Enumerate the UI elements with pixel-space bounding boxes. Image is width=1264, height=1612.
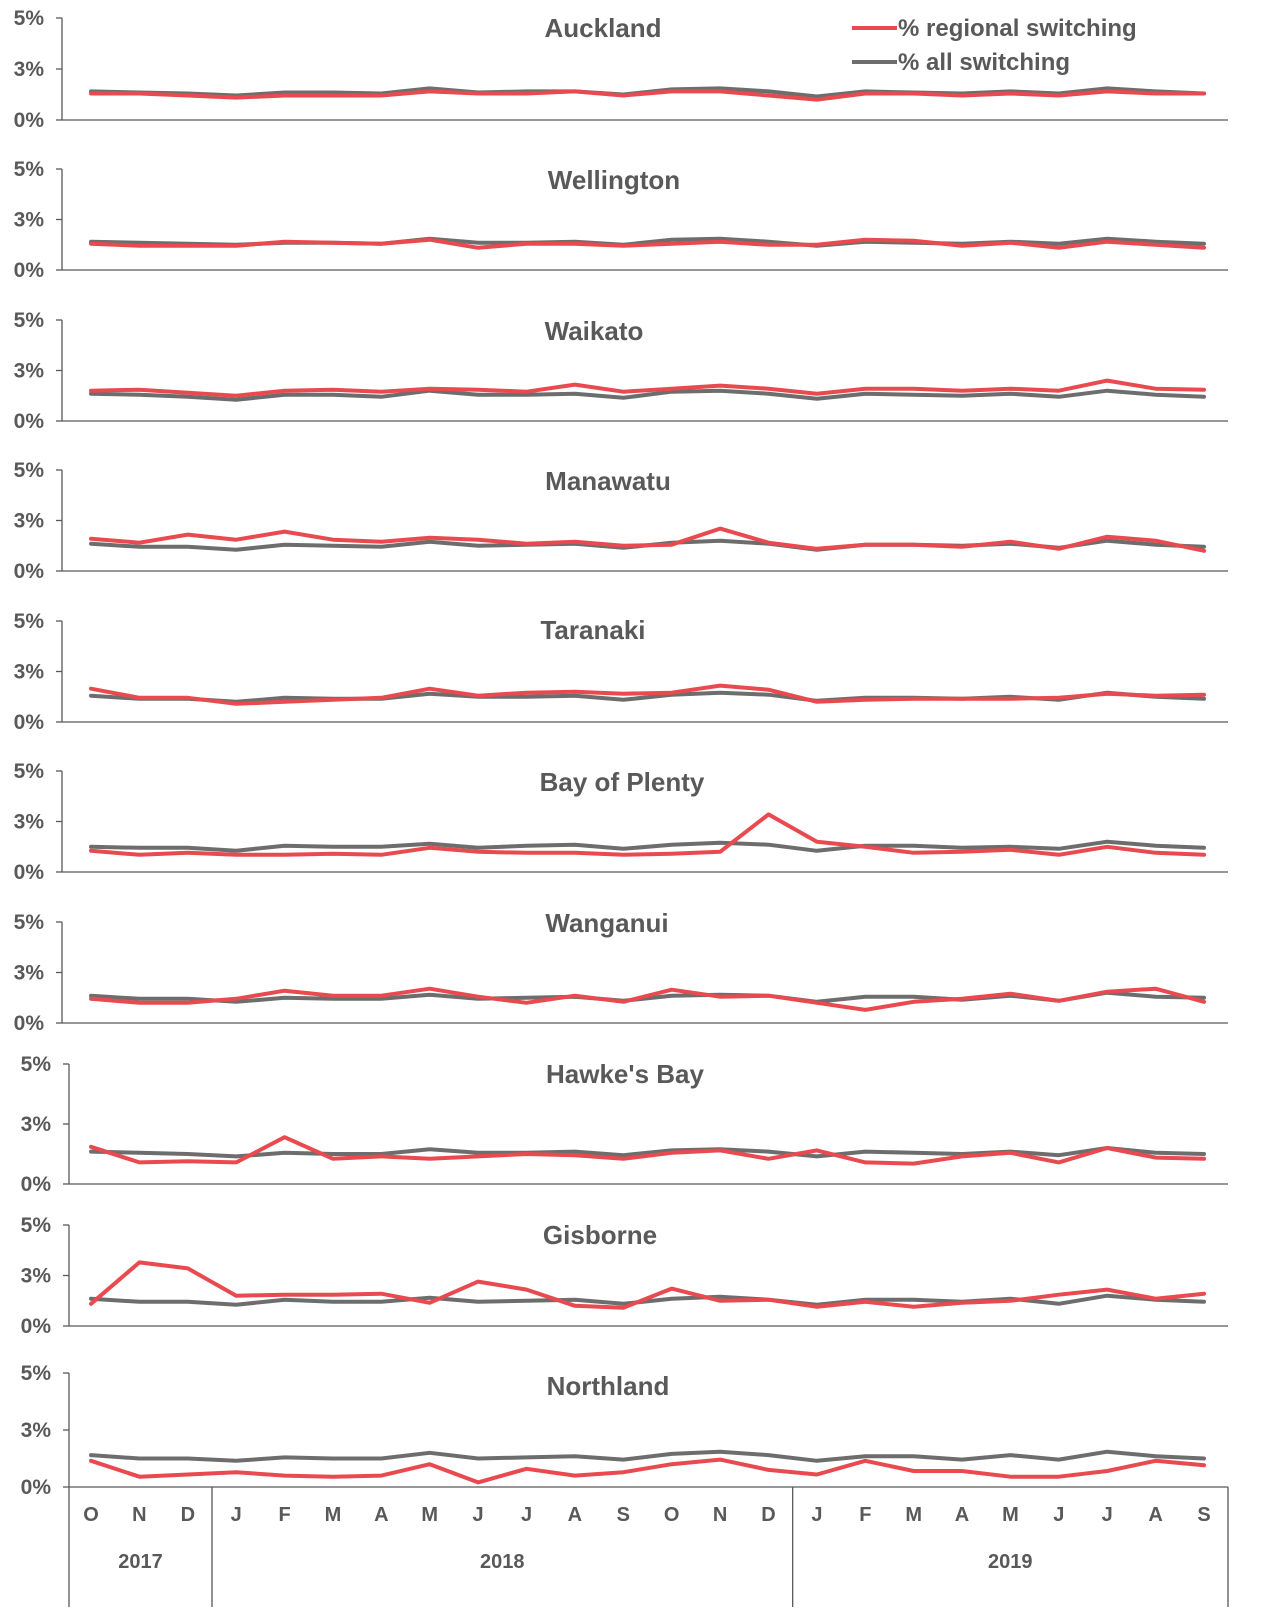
month-label: A	[1148, 1504, 1162, 1526]
y-tick-label: 3%	[14, 360, 45, 383]
y-tick-label: 5%	[21, 1053, 52, 1076]
month-label: J	[473, 1504, 484, 1526]
y-tick-label: 5%	[14, 760, 45, 783]
month-label: N	[132, 1504, 146, 1526]
y-tick-label: 0%	[14, 410, 45, 433]
regional-switching-line	[89, 1135, 1206, 1166]
regional-switching-line	[89, 986, 1206, 1012]
y-tick-label: 0%	[21, 1315, 52, 1338]
y-tick-label: 5%	[14, 911, 45, 934]
legend-label-all: % all switching	[898, 49, 1070, 76]
region-chart-manawatu: 0% 3% 5% Manawatu	[14, 459, 1228, 583]
month-label: D	[181, 1504, 195, 1526]
all-switching-line	[89, 388, 1206, 402]
region-chart-gisborne: 0% 3% 5% Gisborne	[21, 1214, 1228, 1338]
legend: % regional switching % all switching	[852, 15, 1137, 76]
month-label: M	[1002, 1504, 1019, 1526]
region-chart-waikato: 0% 3% 5% Waikato	[14, 309, 1228, 433]
year-label: 2018	[480, 1551, 525, 1573]
region-chart-wanganui: 0% 3% 5% Wanganui	[14, 908, 1228, 1035]
y-tick-label: 3%	[14, 661, 45, 684]
regional-switching-line	[89, 237, 1206, 250]
regional-switching-line	[89, 1260, 1206, 1310]
regional-switching-line	[89, 526, 1206, 553]
y-tick-label: 3%	[14, 510, 45, 533]
month-label: M	[421, 1504, 438, 1526]
year-label: 2019	[988, 1551, 1033, 1573]
y-tick-label: 0%	[14, 560, 45, 583]
y-tick-label: 5%	[21, 1362, 52, 1385]
month-label: A	[374, 1504, 388, 1526]
regional-switching-line	[89, 89, 1206, 102]
y-tick-label: 0%	[14, 861, 45, 884]
y-tick-label: 3%	[14, 58, 45, 81]
region-chart-wellington: 0% 3% 5% Wellington	[14, 158, 1228, 282]
x-axis-categories: O N D J F M A M J J A S O N D J F M A M J J A S 2017 2018 2019	[68, 1487, 1229, 1607]
chart-title: Hawke's Bay	[546, 1059, 704, 1089]
region-chart-hawke-s-bay: 0% 3% 5% Hawke's Bay	[21, 1053, 1228, 1196]
y-tick-label: 5%	[21, 1214, 52, 1237]
region-chart-auckland: 0% 3% 5% Auckland	[14, 7, 1228, 132]
y-tick-label: 3%	[21, 1113, 52, 1136]
year-label: 2017	[118, 1551, 163, 1573]
regional-switching-line	[89, 683, 1206, 706]
y-tick-label: 0%	[21, 1173, 52, 1196]
region-chart-northland: 0% 3% 5% Northland	[21, 1362, 1228, 1499]
y-tick-label: 0%	[14, 1012, 45, 1035]
region-chart-taranaki: 0% 3% 5% Taranaki	[14, 610, 1228, 734]
y-tick-label: 3%	[14, 811, 45, 834]
chart-title: Bay of Plenty	[540, 767, 705, 797]
chart-title: Gisborne	[543, 1220, 657, 1250]
month-label: S	[1197, 1504, 1210, 1526]
y-tick-label: 3%	[14, 962, 45, 985]
y-tick-label: 0%	[14, 109, 45, 132]
month-label: J	[521, 1504, 532, 1526]
chart-title: Northland	[547, 1371, 670, 1401]
y-tick-label: 3%	[21, 1419, 52, 1442]
month-label: F	[859, 1504, 871, 1526]
all-switching-line	[89, 839, 1206, 853]
region-chart-bay-of-plenty: 0% 3% 5% Bay of Plenty	[14, 760, 1228, 884]
month-label: S	[617, 1504, 630, 1526]
month-label: O	[83, 1504, 99, 1526]
y-tick-label: 0%	[21, 1476, 52, 1499]
month-label: O	[664, 1504, 680, 1526]
month-label: A	[568, 1504, 582, 1526]
month-label: J	[1102, 1504, 1113, 1526]
all-switching-line	[89, 1449, 1206, 1463]
chart-title: Wellington	[548, 165, 680, 195]
regional-switching-line	[89, 378, 1206, 398]
y-tick-label: 5%	[14, 7, 45, 30]
chart-title: Wanganui	[545, 908, 668, 938]
chart-title: Waikato	[545, 316, 644, 346]
y-tick-label: 5%	[14, 610, 45, 633]
month-label: A	[955, 1504, 969, 1526]
month-label: D	[761, 1504, 775, 1526]
y-tick-label: 0%	[14, 711, 45, 734]
regional-switching-line	[89, 812, 1206, 857]
month-label: M	[905, 1504, 922, 1526]
y-tick-label: 3%	[21, 1265, 52, 1288]
y-tick-label: 5%	[14, 309, 45, 332]
chart-title: Taranaki	[540, 615, 645, 645]
y-tick-label: 3%	[14, 209, 45, 232]
month-label: J	[231, 1504, 242, 1526]
month-label: F	[278, 1504, 290, 1526]
month-label: J	[811, 1504, 822, 1526]
month-label: N	[713, 1504, 727, 1526]
y-tick-label: 0%	[14, 259, 45, 282]
month-label: M	[325, 1504, 342, 1526]
chart-title: Auckland	[544, 13, 661, 43]
legend-label-regional: % regional switching	[898, 15, 1137, 42]
month-label: J	[1053, 1504, 1064, 1526]
regional-switching-line	[89, 1457, 1206, 1485]
y-tick-label: 5%	[14, 158, 45, 181]
chart-title: Manawatu	[545, 466, 671, 496]
y-tick-label: 5%	[14, 459, 45, 482]
all-switching-line	[89, 1146, 1206, 1159]
